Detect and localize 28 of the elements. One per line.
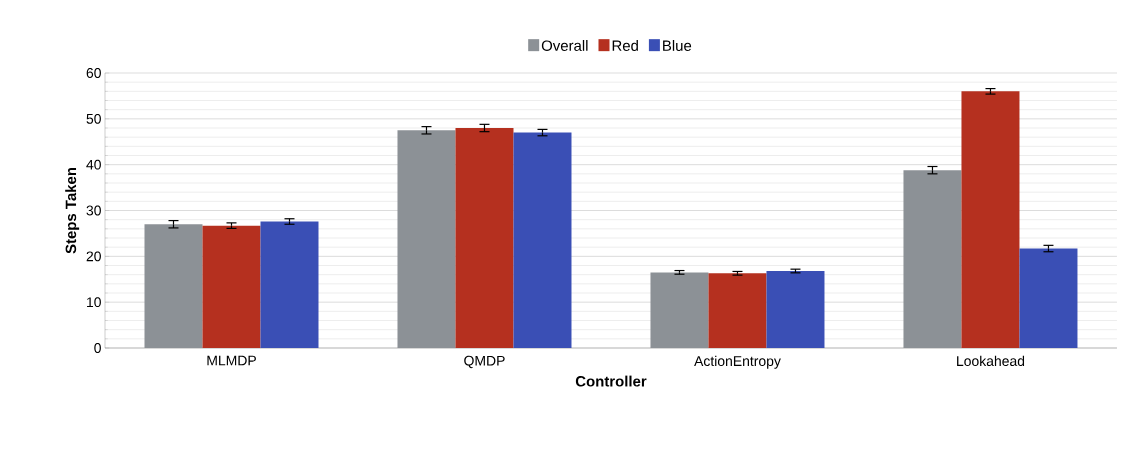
x-tick-label: ActionEntropy xyxy=(694,355,781,369)
bar xyxy=(708,273,767,348)
y-tick-label: 40 xyxy=(86,159,101,170)
x-tick-label: MLMDP xyxy=(207,355,256,366)
y-tick-label: 0 xyxy=(94,343,101,353)
x-tick-label: Lookahead xyxy=(957,355,1025,367)
bar xyxy=(202,225,261,348)
y-tick-label: 30 xyxy=(86,205,101,216)
y-axis-title: Steps Taken xyxy=(65,167,80,254)
bar xyxy=(260,221,319,348)
bar xyxy=(961,91,1020,348)
bar xyxy=(766,271,825,348)
bar xyxy=(144,224,203,348)
bar xyxy=(650,272,709,348)
legend-label: Blue xyxy=(663,40,692,51)
y-tick-label: 50 xyxy=(86,113,101,124)
bar xyxy=(455,128,514,348)
bar xyxy=(1019,248,1078,348)
y-tick-label: 10 xyxy=(87,297,101,308)
y-tick-label: 60 xyxy=(86,68,101,78)
bar xyxy=(903,170,962,348)
y-tick-label: 20 xyxy=(86,251,101,262)
x-tick-label: QMDP xyxy=(464,355,505,369)
bar xyxy=(513,132,572,348)
legend-label: Overall xyxy=(541,40,588,51)
legend-label: Red xyxy=(612,40,638,51)
bar xyxy=(397,130,456,348)
x-axis-title: Controller xyxy=(575,375,647,387)
